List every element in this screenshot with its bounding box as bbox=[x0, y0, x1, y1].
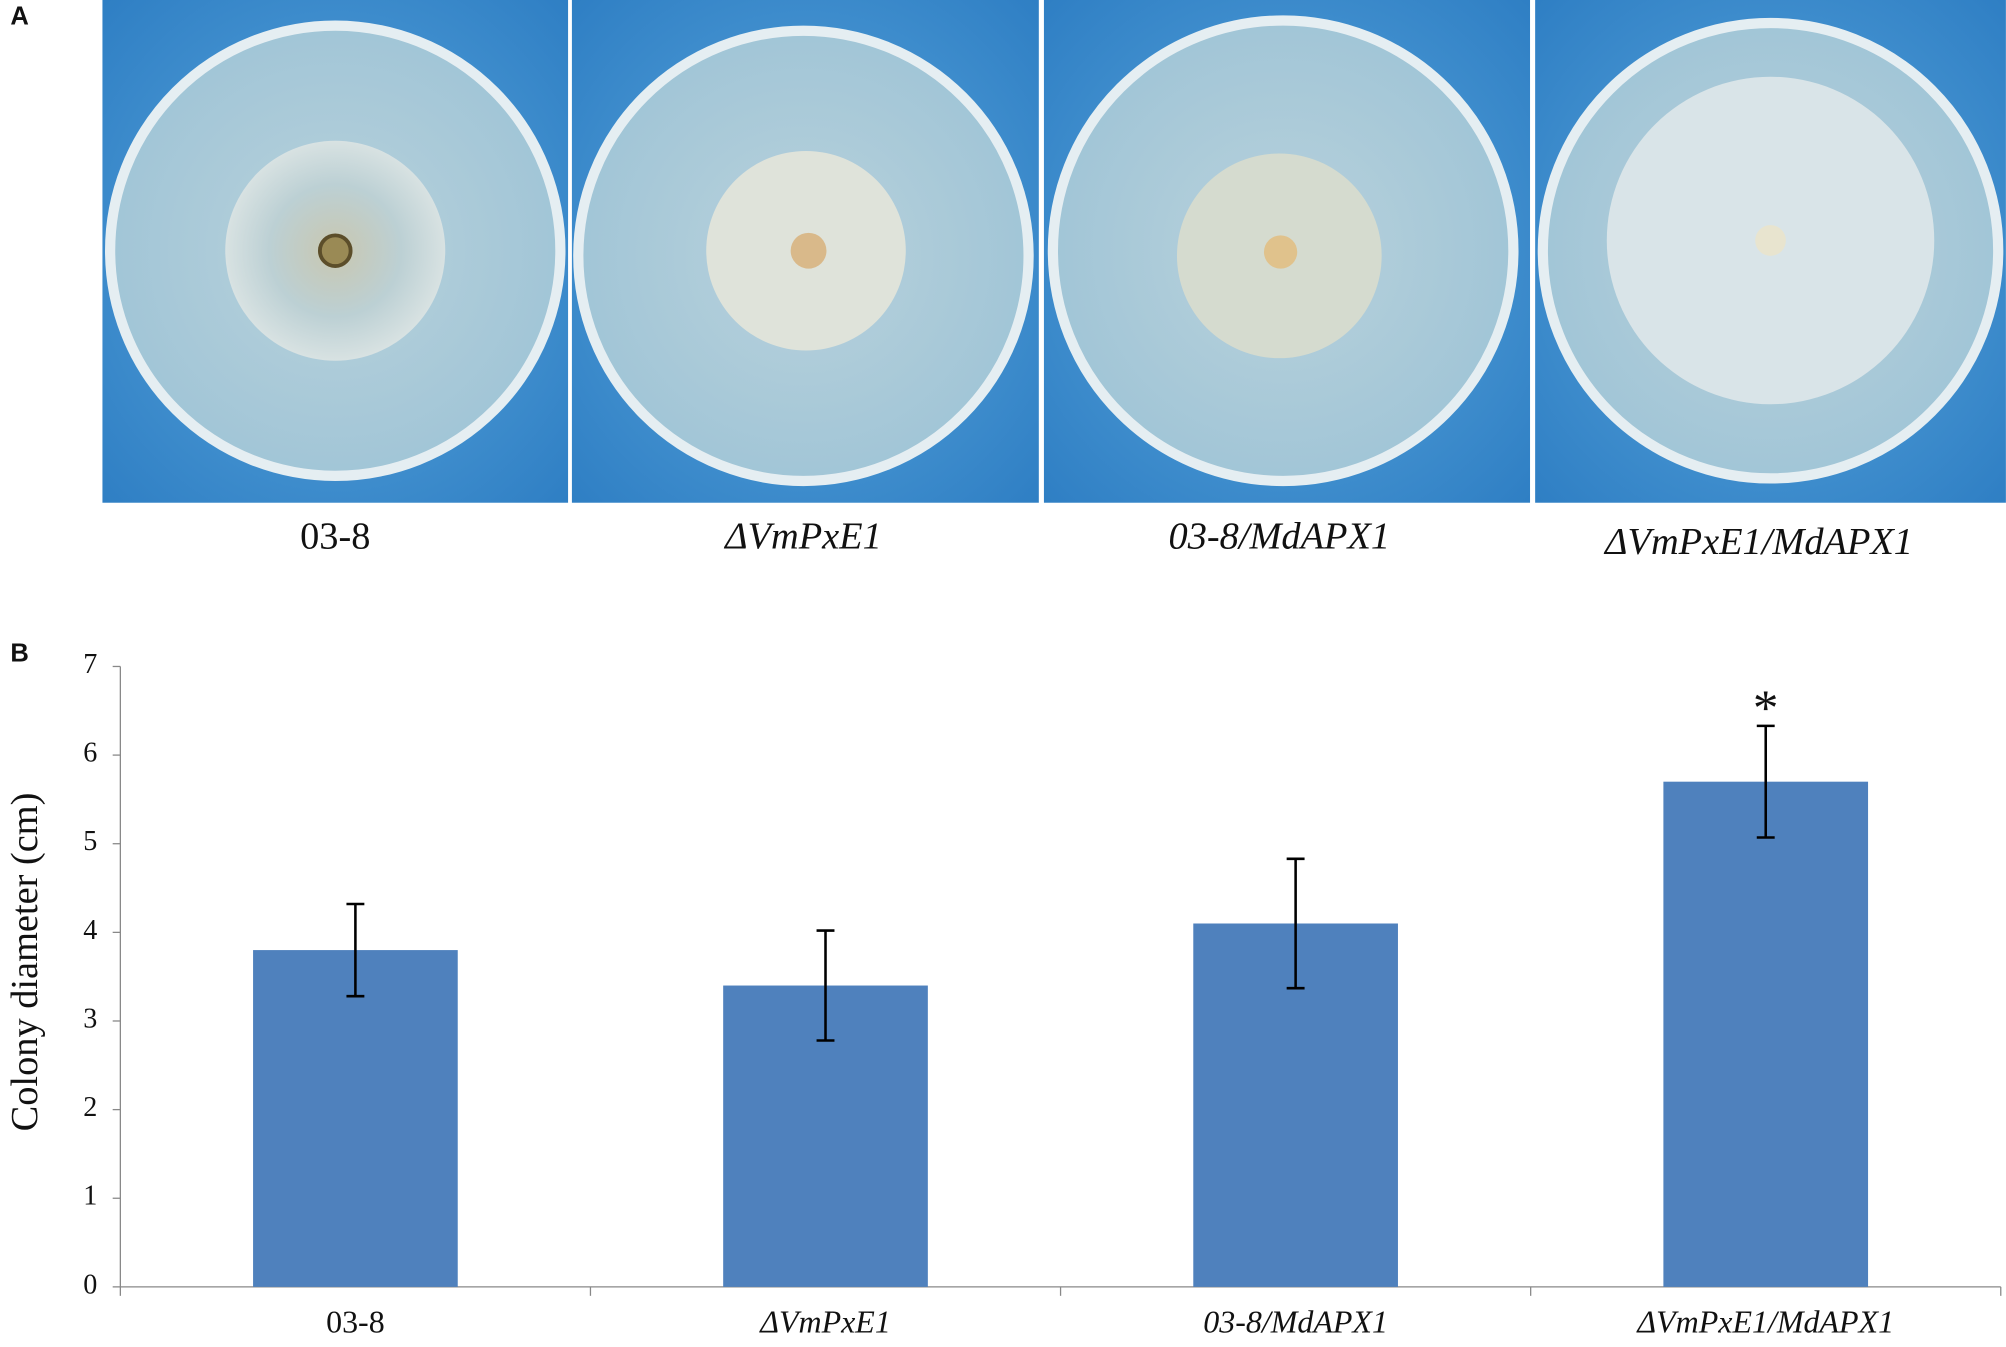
x-tick-label: 03-8/MdAPX1 bbox=[1203, 1305, 1388, 1340]
y-tick-label: 3 bbox=[83, 1003, 97, 1034]
error-bar bbox=[816, 929, 835, 1042]
x-tick-label: ΔVmPxE1 bbox=[758, 1305, 891, 1340]
y-tick-label: 2 bbox=[83, 1092, 97, 1123]
photo-panel bbox=[102, 0, 2006, 503]
annotation: * bbox=[1753, 680, 1779, 737]
photo-label: 03-8/MdAPX1 bbox=[1169, 516, 1391, 558]
photo-label: 03-8 bbox=[300, 516, 370, 558]
panel-label: B bbox=[10, 640, 28, 668]
error-bar bbox=[1756, 724, 1775, 839]
y-tick-label: 4 bbox=[83, 915, 97, 946]
y-tick-label: 5 bbox=[83, 826, 97, 857]
photo-label: ΔVmPxE1/MdAPX1 bbox=[1603, 521, 1913, 563]
error-bar bbox=[1286, 857, 1305, 990]
y-tick-label: 7 bbox=[83, 649, 97, 680]
y-tick-label: 0 bbox=[83, 1269, 97, 1300]
y-tick-label: 1 bbox=[83, 1181, 97, 1212]
bar bbox=[1663, 781, 1869, 1287]
panel-label: A bbox=[10, 3, 28, 31]
x-tick-label: ΔVmPxE1/MdAPX1 bbox=[1635, 1305, 1894, 1340]
bar bbox=[253, 950, 458, 1287]
error-bar bbox=[346, 902, 365, 998]
photo-label: ΔVmPxE1 bbox=[723, 516, 882, 558]
x-tick-label: 03-8 bbox=[326, 1305, 385, 1340]
y-axis-label: Colony diameter (cm) bbox=[4, 793, 46, 1132]
y-tick-label: 6 bbox=[83, 738, 97, 769]
